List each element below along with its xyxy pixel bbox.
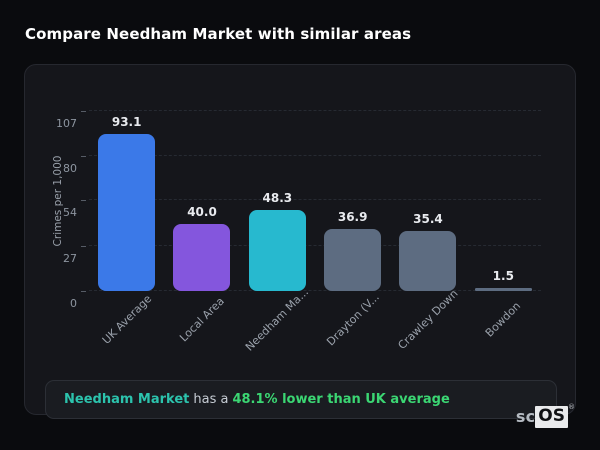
- page-title: Compare Needham Market with similar area…: [25, 25, 412, 43]
- scos-logo: sc OS ®: [515, 403, 575, 428]
- y-tick-label-27: 27: [63, 251, 77, 265]
- x-axis-label-drayton-v: Drayton (V...: [323, 290, 382, 349]
- y-tick-mark: [81, 200, 86, 202]
- gridline-54: 54: [63, 199, 541, 219]
- x-axis-label-needham-ma: Needham Ma...: [243, 285, 312, 354]
- chart-card: Crimes per 1,000 0 27 54 80 107 93.1 UK Averag…: [24, 64, 576, 419]
- bar-slot-drayton-v: 36.9 Drayton (V...: [315, 111, 390, 348]
- bar-value-needham-ma: 48.3: [262, 190, 293, 205]
- bar-slot-needham-ma: 48.3 Needham Ma...: [240, 111, 315, 354]
- y-tick-mark: [81, 156, 86, 158]
- y-tick-label-0: 0: [70, 297, 77, 310]
- logo-prefix: sc: [515, 407, 536, 426]
- y-tick-label-80: 80: [63, 162, 77, 176]
- y-tick-label-107: 107: [56, 117, 77, 130]
- bar-uk-average[interactable]: [98, 134, 156, 291]
- summary-connector: has a: [193, 392, 229, 407]
- registered-mark-icon: ®: [568, 403, 575, 411]
- gridline-27: 27: [63, 244, 541, 265]
- bar-slot-uk-average: 93.1 UK Average: [89, 111, 164, 347]
- summary-area-name: Needham Market: [64, 392, 190, 407]
- gridline-107: 107: [56, 110, 541, 130]
- bar-chart-plot: 0 27 54 80 107 93.1 UK Average 40.0 Local Area 48…: [56, 110, 541, 354]
- y-tick-mark: [81, 111, 86, 112]
- gridline-0: 0: [70, 290, 541, 310]
- x-axis-label-bowdon: Bowdon: [483, 299, 524, 340]
- bar-value-drayton-v: 36.9: [337, 209, 368, 224]
- logo-suffix: OS: [535, 406, 568, 428]
- bar-slot-crawley-down: 35.4 Crawley Down: [390, 111, 465, 352]
- x-axis-label-crawley-down: Crawley Down: [395, 286, 461, 353]
- bars-container: 93.1 UK Average 40.0 Local Area 48.3 Needham …: [89, 111, 541, 354]
- bar-needham-ma[interactable]: [248, 209, 306, 291]
- summary-comparison: 48.1% lower than UK average: [232, 392, 450, 407]
- x-axis-label-local-area: Local Area: [177, 294, 227, 345]
- bar-crawley-down[interactable]: [399, 231, 457, 291]
- bar-bowdon[interactable]: [474, 288, 532, 291]
- bar-slot-bowdon: 1.5 Bowdon: [466, 111, 541, 340]
- y-tick-mark: [81, 245, 86, 247]
- bar-value-uk-average: 93.1: [111, 115, 142, 130]
- bar-drayton-v[interactable]: [324, 228, 382, 291]
- y-tick-label-54: 54: [63, 206, 77, 220]
- bar-local-area[interactable]: [173, 223, 231, 291]
- summary-banner: Needham Market has a 48.1% lower than UK…: [45, 380, 557, 419]
- bar-slot-local-area: 40.0 Local Area: [164, 111, 239, 344]
- y-tick-mark: [81, 291, 86, 292]
- bar-value-bowdon: 1.5: [492, 269, 514, 284]
- gridline-80: 80: [63, 155, 541, 175]
- x-axis-label-uk-average: UK Average: [99, 292, 154, 347]
- bar-value-crawley-down: 35.4: [413, 212, 443, 227]
- bar-value-local-area: 40.0: [187, 204, 217, 219]
